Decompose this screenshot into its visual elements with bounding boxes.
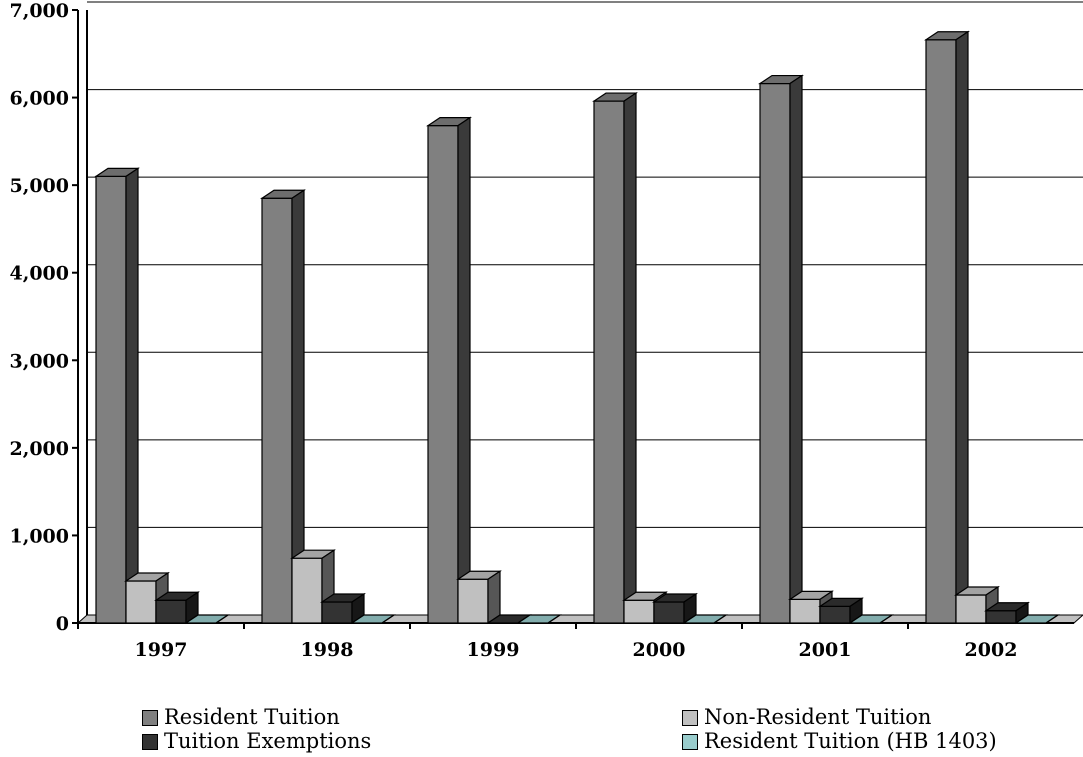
y-tick-label: 4,000: [10, 263, 70, 285]
y-tick-label: 6,000: [10, 88, 70, 110]
x-tick-label: 1998: [301, 639, 354, 661]
bar-resident-tuition-1997: [94, 167, 140, 625]
gridlines: [87, 1, 1083, 528]
bar-resident-tuition-hb-1403-1997: [184, 614, 230, 624]
bar-resident-tuition-hb-1403-2002: [1014, 614, 1060, 624]
bar-resident-tuition-1999: [426, 116, 472, 625]
x-tick-label: 2002: [965, 639, 1018, 661]
bar-resident-tuition-hb-1403-1998: [350, 614, 396, 624]
axes: [72, 9, 1074, 629]
bar-resident-tuition-2002: [924, 30, 970, 625]
y-tick-label: 5,000: [10, 175, 70, 197]
bar-tuition-exemptions-2000: [652, 592, 698, 625]
y-tick-label: 1,000: [10, 525, 70, 547]
y-tick-label: 3,000: [10, 350, 70, 372]
bar-resident-tuition-2000: [592, 91, 638, 625]
x-tick-label: 2001: [799, 639, 852, 661]
bar-tuition-exemptions-1998: [320, 592, 366, 625]
bar-resident-tuition-hb-1403-2000: [682, 614, 728, 624]
y-tick-label: 0: [56, 613, 69, 635]
x-tick-labels: 1997 1998 1999 2000 2001 2002: [135, 639, 1018, 661]
bar-resident-tuition-1998: [260, 189, 306, 625]
y-tick-label: 7,000: [10, 0, 70, 22]
x-tick-label: 2000: [633, 639, 686, 661]
y-tick-label: 2,000: [10, 438, 70, 460]
bar-resident-tuition-hb-1403-2001: [848, 614, 894, 624]
x-tick-label: 1999: [467, 639, 520, 661]
bar-tuition-exemptions-2002: [984, 601, 1030, 625]
bar-tuition-exemptions-1997: [154, 591, 200, 625]
bar-resident-tuition-2001: [758, 74, 804, 625]
bars: [94, 30, 1060, 625]
bar-non-resident-tuition-1999: [456, 570, 502, 625]
bar-resident-tuition-hb-1403-1999: [516, 614, 562, 624]
y-tick-labels: 0 1,000 2,000 3,000 4,000 5,000 6,000 7,000: [10, 0, 70, 635]
x-tick-label: 1997: [135, 639, 188, 661]
